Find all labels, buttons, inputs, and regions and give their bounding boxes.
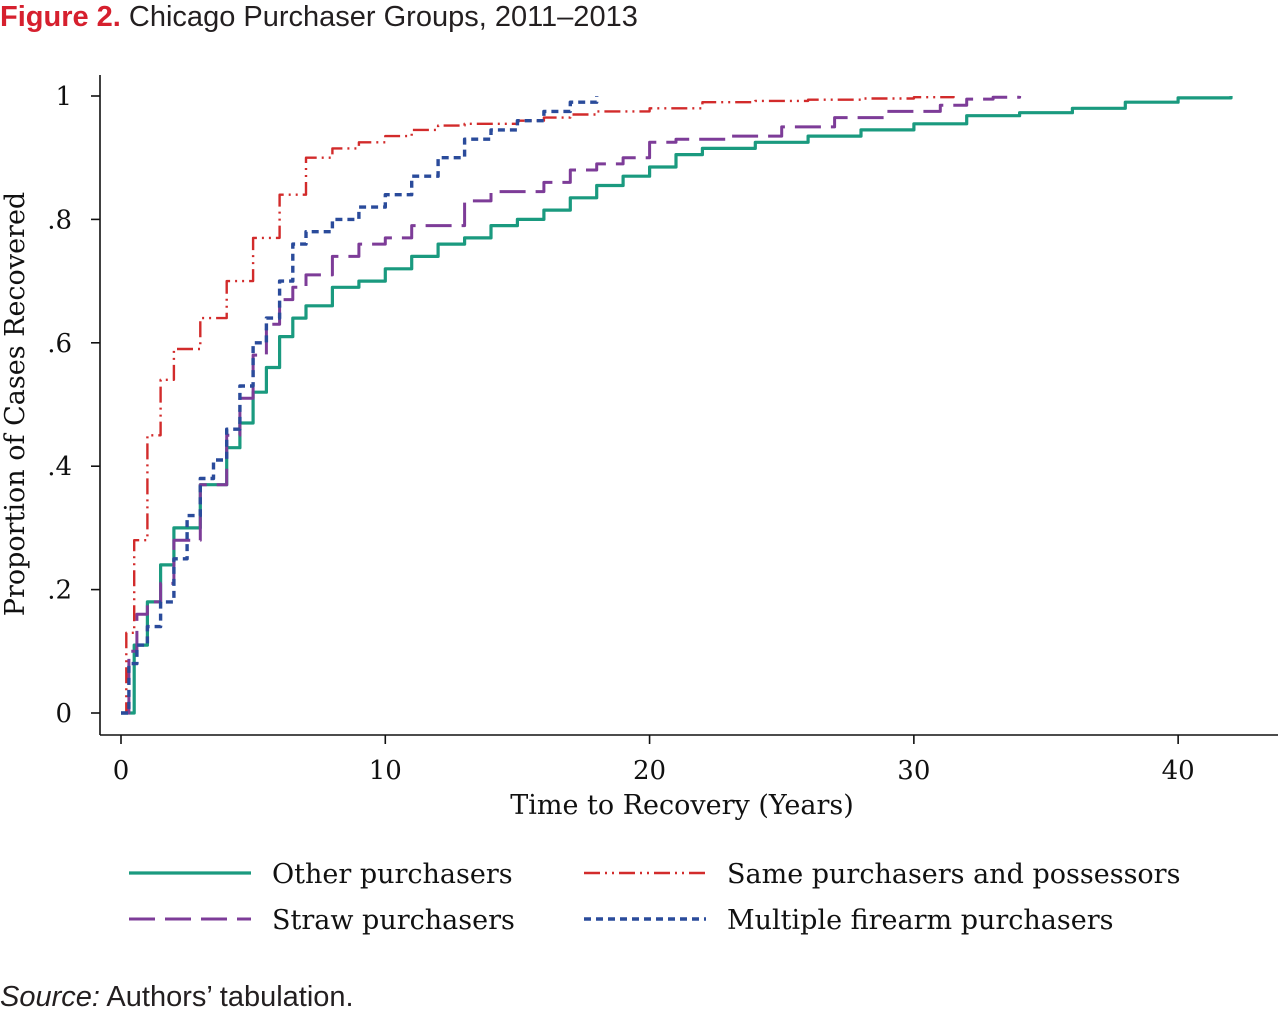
y-tick-label: .4 <box>47 452 72 482</box>
y-tick-label: 0 <box>55 699 72 729</box>
source-label: Source: <box>0 981 100 1013</box>
y-tick-label: 1 <box>55 82 72 112</box>
legend-label-straw: Straw purchasers <box>272 905 515 936</box>
series-line-straw <box>121 95 1022 715</box>
series-line-same <box>121 96 955 715</box>
legend-label-multiple: Multiple firearm purchasers <box>727 905 1114 936</box>
figure-title: Chicago Purchaser Groups, 2011–2013 <box>128 1 638 33</box>
figure-label: Figure 2. <box>0 1 121 33</box>
y-tick-label: .8 <box>47 205 72 235</box>
series-layer <box>121 95 1233 715</box>
y-tick-label: .6 <box>47 329 72 359</box>
x-tick-label: 40 <box>1162 756 1195 786</box>
series-line-multiple <box>121 96 599 715</box>
legend-label-other: Other purchasers <box>272 859 513 890</box>
source-text: Authors’ tabulation. <box>106 981 354 1013</box>
legend-item-multiple: Multiple firearm purchasers <box>584 905 1114 936</box>
x-tick-label: 0 <box>113 756 130 786</box>
chart-axes: 0.2.4.6.810 10 20 30 40 <box>47 75 1278 786</box>
x-tick-label: 30 <box>897 756 930 786</box>
y-axis-label: Proportion of Cases Recovered <box>0 192 31 616</box>
x-tick-label: 20 <box>633 756 666 786</box>
chart-legend: Other purchasers Same purchasers and poss… <box>129 859 1180 936</box>
legend-label-same: Same purchasers and possessors <box>727 859 1180 890</box>
figure-header: Figure 2. Chicago Purchaser Groups, 2011… <box>0 0 638 34</box>
figure-source: Source: Authors’ tabulation. <box>0 980 354 1014</box>
legend-item-straw: Straw purchasers <box>129 905 515 936</box>
x-axis-label: Time to Recovery (Years) <box>510 790 854 821</box>
y-tick-label: .2 <box>47 576 72 606</box>
legend-item-other: Other purchasers <box>129 859 513 890</box>
series-line-other <box>121 96 1233 715</box>
legend-item-same: Same purchasers and possessors <box>584 859 1180 890</box>
x-tick-label: 10 <box>369 756 402 786</box>
